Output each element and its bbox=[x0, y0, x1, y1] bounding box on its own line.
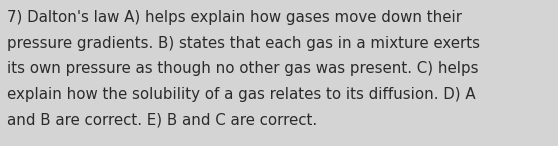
Text: its own pressure as though no other gas was present. C) helps: its own pressure as though no other gas … bbox=[7, 61, 479, 76]
Text: and B are correct. E) B and C are correct.: and B are correct. E) B and C are correc… bbox=[7, 112, 318, 127]
Text: 7) Dalton's law A) helps explain how gases move down their: 7) Dalton's law A) helps explain how gas… bbox=[7, 10, 462, 25]
Text: explain how the solubility of a gas relates to its diffusion. D) A: explain how the solubility of a gas rela… bbox=[7, 87, 476, 102]
Text: pressure gradients. B) states that each gas in a mixture exerts: pressure gradients. B) states that each … bbox=[7, 36, 480, 51]
